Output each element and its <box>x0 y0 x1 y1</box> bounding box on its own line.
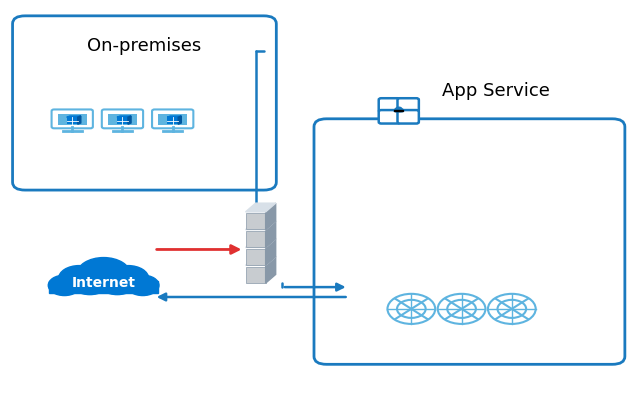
Polygon shape <box>246 239 276 248</box>
Polygon shape <box>266 203 276 230</box>
Circle shape <box>396 107 402 111</box>
FancyBboxPatch shape <box>158 114 187 125</box>
Polygon shape <box>178 116 181 124</box>
Circle shape <box>396 109 401 112</box>
Polygon shape <box>266 239 276 265</box>
Polygon shape <box>128 116 131 124</box>
FancyBboxPatch shape <box>49 281 158 293</box>
Polygon shape <box>167 116 181 117</box>
FancyBboxPatch shape <box>67 117 78 124</box>
Text: On-premises: On-premises <box>87 36 202 55</box>
Polygon shape <box>246 257 276 265</box>
Circle shape <box>48 275 80 295</box>
FancyBboxPatch shape <box>398 98 419 112</box>
Polygon shape <box>78 116 81 124</box>
Circle shape <box>394 109 399 112</box>
Polygon shape <box>117 116 131 117</box>
FancyBboxPatch shape <box>246 267 266 283</box>
FancyBboxPatch shape <box>167 117 178 124</box>
FancyBboxPatch shape <box>246 231 266 247</box>
FancyBboxPatch shape <box>51 109 93 128</box>
Polygon shape <box>246 221 276 230</box>
Circle shape <box>107 266 149 291</box>
FancyBboxPatch shape <box>314 119 625 364</box>
FancyBboxPatch shape <box>102 109 143 128</box>
Circle shape <box>127 275 159 295</box>
FancyBboxPatch shape <box>58 114 87 125</box>
Circle shape <box>58 266 100 291</box>
Text: Internet: Internet <box>72 276 136 290</box>
FancyBboxPatch shape <box>398 110 419 124</box>
FancyBboxPatch shape <box>394 110 403 111</box>
Polygon shape <box>266 221 276 248</box>
Circle shape <box>70 270 109 295</box>
FancyBboxPatch shape <box>13 16 276 190</box>
Circle shape <box>77 257 131 291</box>
FancyBboxPatch shape <box>246 249 266 265</box>
Polygon shape <box>246 203 276 212</box>
FancyBboxPatch shape <box>379 110 400 124</box>
Text: App Service: App Service <box>442 82 550 100</box>
Circle shape <box>98 270 137 295</box>
Polygon shape <box>266 257 276 283</box>
FancyBboxPatch shape <box>117 117 128 124</box>
FancyBboxPatch shape <box>246 213 266 229</box>
FancyBboxPatch shape <box>108 114 137 125</box>
FancyBboxPatch shape <box>379 98 400 112</box>
Circle shape <box>399 109 404 112</box>
Polygon shape <box>67 116 81 117</box>
FancyBboxPatch shape <box>152 109 193 128</box>
